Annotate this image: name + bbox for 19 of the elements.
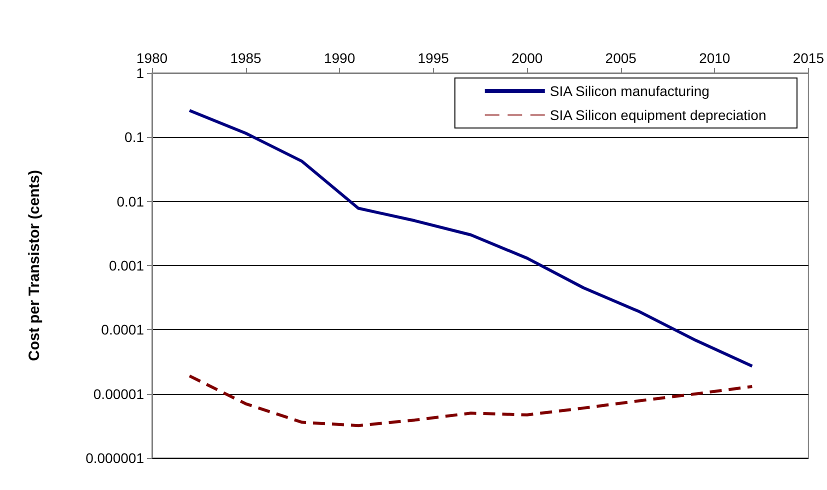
x-tick-label: 2000: [512, 50, 543, 66]
y-tick-label: 0.001: [108, 258, 144, 274]
line-series: [188, 374, 754, 428]
x-tick-label: 2010: [699, 50, 730, 66]
y-tick-label: 0.1: [124, 129, 144, 146]
x-tick-label: 1985: [230, 50, 262, 66]
x-tick-label: 2015: [792, 50, 824, 66]
legend-label: SIA Silicon manufacturing: [550, 83, 710, 99]
y-tick-label: 0.00001: [93, 386, 144, 402]
x-tick-label: 1980: [136, 50, 168, 66]
legend-label: SIA Silicon equipment depreciation: [550, 107, 766, 123]
y-tick-label: 1: [136, 65, 144, 81]
y-tick-label: 0.000001: [86, 450, 144, 466]
x-tick-label: 1995: [418, 50, 450, 66]
y-tick-label: 0.0001: [101, 322, 144, 338]
x-tick-label: 1990: [324, 50, 356, 66]
y-axis-title: Cost per Transistor (cents): [26, 170, 43, 361]
y-tick-label: 0.01: [116, 193, 144, 210]
x-tick-label: 2005: [605, 50, 637, 66]
